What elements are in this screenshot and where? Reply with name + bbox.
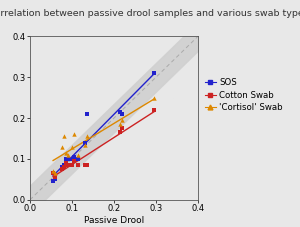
Point	[61, 163, 66, 167]
Point	[70, 145, 74, 148]
Point	[51, 180, 56, 183]
Legend: SOS, Cotton Swab, 'Cortisol' Swab: SOS, Cotton Swab, 'Cortisol' Swab	[205, 78, 283, 112]
Point	[82, 143, 87, 146]
Point	[82, 163, 87, 167]
Text: Correlation between passive drool samples and various swab types.: Correlation between passive drool sample…	[0, 9, 300, 18]
Point	[59, 145, 64, 148]
Point	[65, 157, 70, 161]
Point	[118, 131, 123, 134]
Point	[120, 126, 125, 130]
Point	[84, 135, 89, 138]
Point	[118, 122, 123, 126]
Point	[84, 112, 89, 116]
Point	[63, 161, 68, 165]
Point	[63, 157, 68, 161]
Point	[59, 167, 64, 171]
Point	[72, 133, 76, 136]
Point	[120, 118, 125, 122]
Point	[65, 153, 70, 157]
Point	[70, 157, 74, 161]
Point	[70, 163, 74, 167]
X-axis label: Passive Drool: Passive Drool	[84, 216, 144, 225]
Point	[53, 171, 58, 175]
Point	[152, 108, 156, 112]
Point	[152, 96, 156, 99]
Point	[63, 151, 68, 155]
Point	[51, 171, 56, 175]
Point	[76, 163, 81, 167]
Point	[72, 155, 76, 159]
Point	[53, 178, 58, 181]
Point	[118, 110, 123, 114]
Point	[82, 141, 87, 144]
Point	[61, 165, 66, 169]
Point	[152, 71, 156, 75]
Point	[84, 163, 89, 167]
Point	[65, 163, 70, 167]
Point	[59, 165, 64, 169]
Point	[120, 112, 125, 116]
Point	[61, 135, 66, 138]
Point	[51, 169, 56, 173]
Point	[72, 159, 76, 163]
Point	[76, 157, 81, 161]
Point	[53, 175, 58, 179]
Point	[76, 153, 81, 157]
